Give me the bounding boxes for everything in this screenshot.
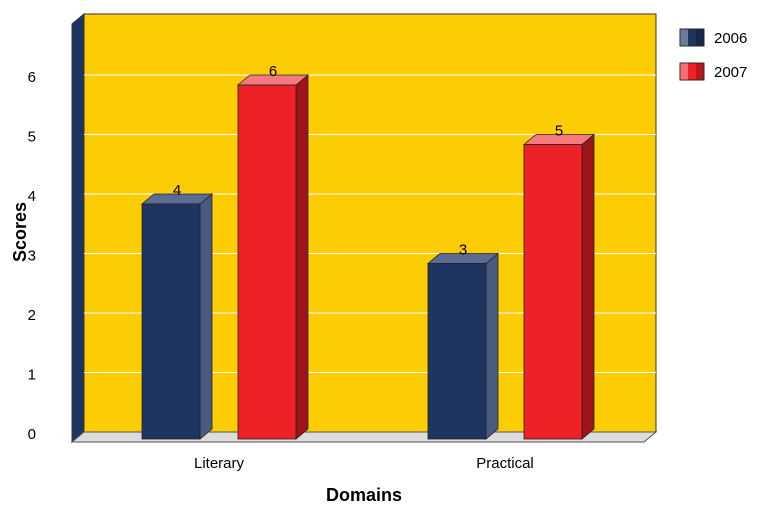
data-label: 4	[173, 182, 181, 199]
left-wall	[71, 12, 85, 444]
x-axis-ticks: Literary Practical	[194, 455, 534, 472]
legend: 2006 2007	[679, 28, 747, 81]
y-axis-title: Scores	[10, 202, 30, 262]
legend-item-2006: 2006	[679, 28, 747, 47]
legend-label: 2007	[714, 64, 747, 81]
bar-2006-practical	[426, 252, 500, 440]
y-axis-ticks: 0 1 2 3 4 5 6	[28, 69, 36, 443]
legend-item-2007: 2007	[679, 62, 747, 81]
bar-2007-literary	[236, 74, 310, 440]
x-tick-label: Literary	[194, 455, 245, 472]
x-tick-label: Practical	[476, 455, 534, 472]
legend-label: 2006	[714, 30, 747, 47]
y-tick-label: 4	[28, 188, 36, 205]
y-tick-label: 1	[28, 367, 36, 384]
data-label: 6	[269, 63, 277, 80]
data-label: 3	[459, 242, 467, 259]
bar-2006-literary	[140, 193, 214, 440]
x-axis-title: Domains	[326, 485, 402, 505]
y-tick-label: 5	[28, 129, 36, 146]
bar-2007-practical	[522, 133, 596, 440]
y-tick-label: 3	[28, 248, 36, 265]
y-tick-label: 0	[28, 426, 36, 443]
bars-group: 4 6 3 5	[140, 63, 596, 440]
y-tick-label: 6	[28, 69, 36, 86]
y-tick-label: 2	[28, 307, 36, 324]
data-label: 5	[555, 123, 563, 140]
